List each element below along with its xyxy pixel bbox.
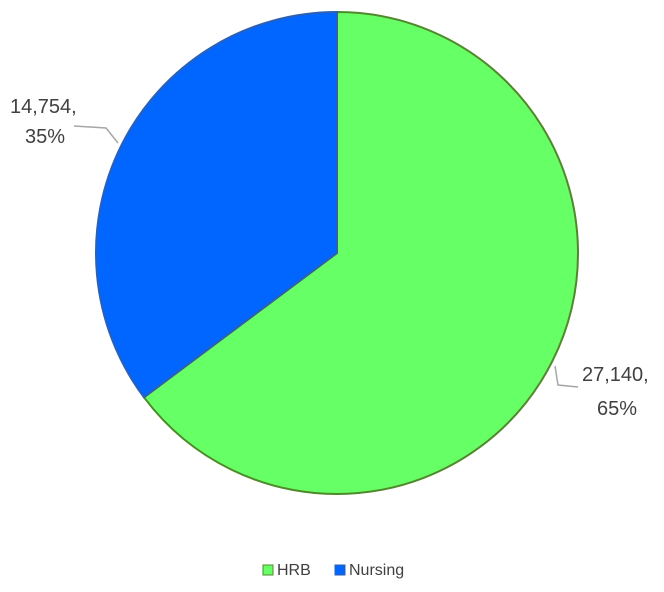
pie-slice-hrb	[142, 10, 579, 495]
data-label-hrb-value: 27,140,	[582, 364, 649, 386]
pie-slice-nursing	[95, 10, 338, 399]
data-label-nursing-value: 14,754,	[10, 96, 77, 118]
data-label-hrb-percent: 65%	[597, 398, 637, 420]
leader-line-hrb	[554, 365, 579, 388]
legend-label-nursing: Nursing	[349, 562, 404, 579]
leader-lines-layer	[73, 125, 579, 388]
data-label-nursing-percent: 35%	[25, 126, 65, 148]
legend-swatch-hrb	[262, 564, 274, 576]
legend-swatch-nursing	[334, 564, 346, 576]
leader-line-nursing	[73, 125, 119, 144]
legend-label-hrb: HRB	[277, 562, 311, 579]
slices-layer	[95, 10, 579, 495]
legend: HRB Nursing	[262, 562, 404, 579]
